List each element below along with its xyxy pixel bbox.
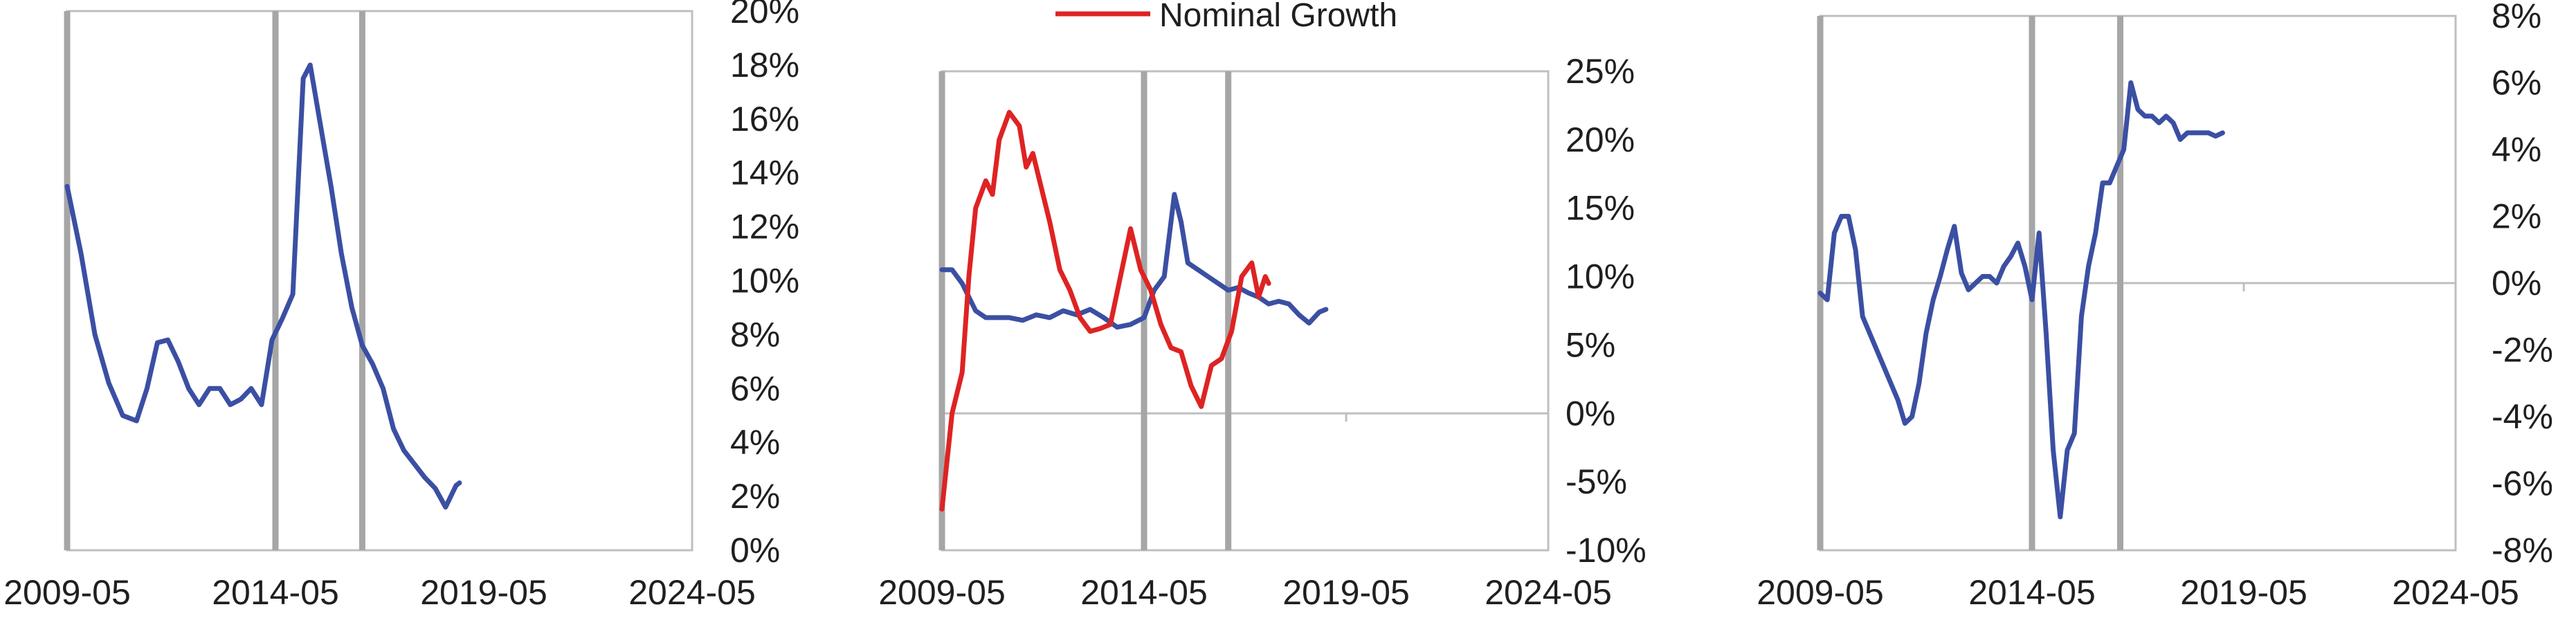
y-tick-label: 2% xyxy=(730,477,780,516)
y-tick-label: 0% xyxy=(730,531,780,570)
y-tick-label: 6% xyxy=(730,369,780,408)
y-tick-label: 2% xyxy=(2492,197,2541,236)
x-tick-label: 2019-05 xyxy=(420,573,547,612)
y-tick-label: 6% xyxy=(2492,64,2541,102)
x-tick-label: 2024-05 xyxy=(1485,573,1612,612)
y-tick-label: 14% xyxy=(730,154,799,192)
series-line xyxy=(64,62,462,510)
x-tick-label: 2009-05 xyxy=(3,573,131,612)
series-line xyxy=(1817,80,2225,520)
y-tick-label: -5% xyxy=(1566,462,1627,501)
y-tick-label: 12% xyxy=(730,208,799,246)
x-tick-label: 2009-05 xyxy=(1757,573,1884,612)
y-tick-label: 16% xyxy=(730,100,799,138)
y-tick-label: -10% xyxy=(1566,531,1647,570)
x-tick-label: 2014-05 xyxy=(212,573,339,612)
chart-panel-1: 0% 2% 4% 6% 8% 10% 12% 14% 16% 18% 20% 2009-05 2014-… xyxy=(3,0,799,612)
series-line xyxy=(939,192,1329,330)
y-tick-label: -2% xyxy=(2492,331,2553,370)
y-tick-label: 4% xyxy=(730,423,780,462)
x-tick-label: 2024-05 xyxy=(628,573,756,612)
y-tick-label: 8% xyxy=(2492,0,2541,35)
y-tick-label: 10% xyxy=(730,262,799,300)
y-tick-label: 8% xyxy=(730,315,780,354)
x-tick-label: 2024-05 xyxy=(2392,573,2519,612)
y-tick-label: 5% xyxy=(1566,325,1615,364)
x-tick-label: 2019-05 xyxy=(1282,573,1410,612)
y-tick-label: 20% xyxy=(1566,120,1635,159)
y-tick-label: -6% xyxy=(2492,464,2553,503)
x-tick-label: 2014-05 xyxy=(1968,573,2096,612)
x-tick-label: 2014-05 xyxy=(1080,573,1208,612)
chart-panel-3: -8% -6% -4% -2% 0% 2% 4% 6% 8% 2009-05 2014-05 2019… xyxy=(1757,0,2553,612)
plot-frame xyxy=(66,10,693,552)
chart-legend: Nominal Growth xyxy=(1055,0,1397,34)
y-tick-label: 20% xyxy=(730,0,799,30)
y-tick-label: 15% xyxy=(1566,189,1635,228)
y-tick-label: 18% xyxy=(730,46,799,84)
plot-frame xyxy=(941,70,1550,552)
chart-panel-2: -10% -5% 0% 5% 10% 15% 20% 25% 2009-05 2014-05 201… xyxy=(878,0,1646,612)
y-tick-label: 25% xyxy=(1566,52,1635,91)
x-tick-label: 2019-05 xyxy=(2180,573,2307,612)
y-tick-label: 0% xyxy=(2492,264,2541,302)
legend-label: Nominal Growth xyxy=(1159,0,1397,34)
series-line-nominal-growth xyxy=(939,109,1271,512)
y-tick-label: 0% xyxy=(1566,394,1615,433)
y-tick-label: 10% xyxy=(1566,257,1635,296)
x-tick-label: 2009-05 xyxy=(878,573,1006,612)
y-tick-label: -4% xyxy=(2492,397,2553,436)
y-tick-label: -8% xyxy=(2492,531,2553,570)
y-tick-label: 4% xyxy=(2492,130,2541,169)
